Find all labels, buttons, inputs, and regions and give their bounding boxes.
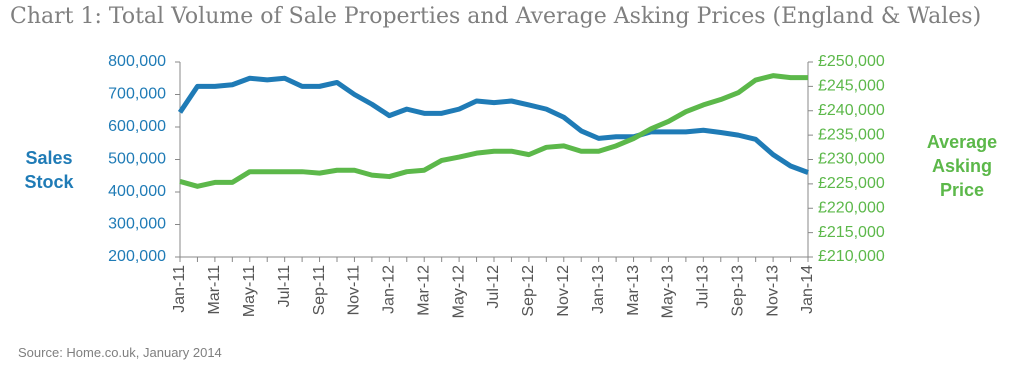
x-tick-label: Mar-11: [206, 265, 223, 315]
x-tick-label: Nov-13: [764, 265, 781, 317]
series-line: [179, 73, 808, 189]
x-tick-label: Mar-13: [625, 265, 642, 316]
y2-tick-label: £215,000: [818, 224, 885, 241]
x-tick-label: May-11: [241, 265, 258, 317]
y2-tick-label: £230,000: [818, 151, 885, 168]
x-tick-label: Sep-11: [311, 265, 328, 316]
y-tick-label: 400,000: [108, 183, 166, 200]
series-line: [177, 75, 809, 175]
y-tick-label: 200,000: [108, 248, 166, 265]
x-tick-label: Sep-12: [520, 265, 537, 317]
y-axis-title: Sales Stock: [24, 148, 74, 192]
y2-tick-label: £245,000: [818, 78, 885, 95]
y2-tick-label: £250,000: [818, 53, 885, 70]
x-tick-label: Jul-11: [276, 265, 293, 307]
x-tick-label: Jan-11: [171, 265, 188, 313]
y-tick-label: 800,000: [108, 53, 166, 70]
y2-axis-title: Average Asking Price: [926, 132, 998, 200]
x-tick-label: May-13: [660, 265, 677, 318]
x-tick-label: Nov-12: [555, 265, 572, 317]
x-tick-label: Jul-13: [695, 265, 712, 309]
y2-tick-label: £220,000: [818, 199, 885, 216]
x-tick-label: May-12: [450, 265, 467, 318]
x-tick-label: Jan-14: [799, 265, 816, 314]
x-tick-label: Mar-12: [415, 265, 432, 316]
x-tick-label: Jan-13: [590, 265, 607, 314]
y-tick-label: 700,000: [108, 86, 166, 103]
y2-tick-label: £240,000: [818, 102, 885, 119]
y2-tick-label: £225,000: [818, 175, 885, 192]
y-tick-label: 500,000: [108, 151, 166, 168]
y-tick-label: 600,000: [108, 118, 166, 135]
y-tick-label: 300,000: [108, 216, 166, 233]
x-tick-label: Jul-12: [485, 265, 502, 309]
x-tick-label: Jan-12: [381, 265, 398, 314]
x-tick-label: Sep-13: [729, 265, 746, 317]
y2-tick-label: £235,000: [818, 126, 885, 143]
y2-tick-label: £210,000: [818, 248, 885, 265]
x-tick-label: Nov-11: [346, 265, 363, 315]
chart-title: Chart 1: Total Volume of Sale Properties…: [10, 4, 982, 29]
source: Source: Home.co.uk, January 2014: [18, 345, 222, 360]
